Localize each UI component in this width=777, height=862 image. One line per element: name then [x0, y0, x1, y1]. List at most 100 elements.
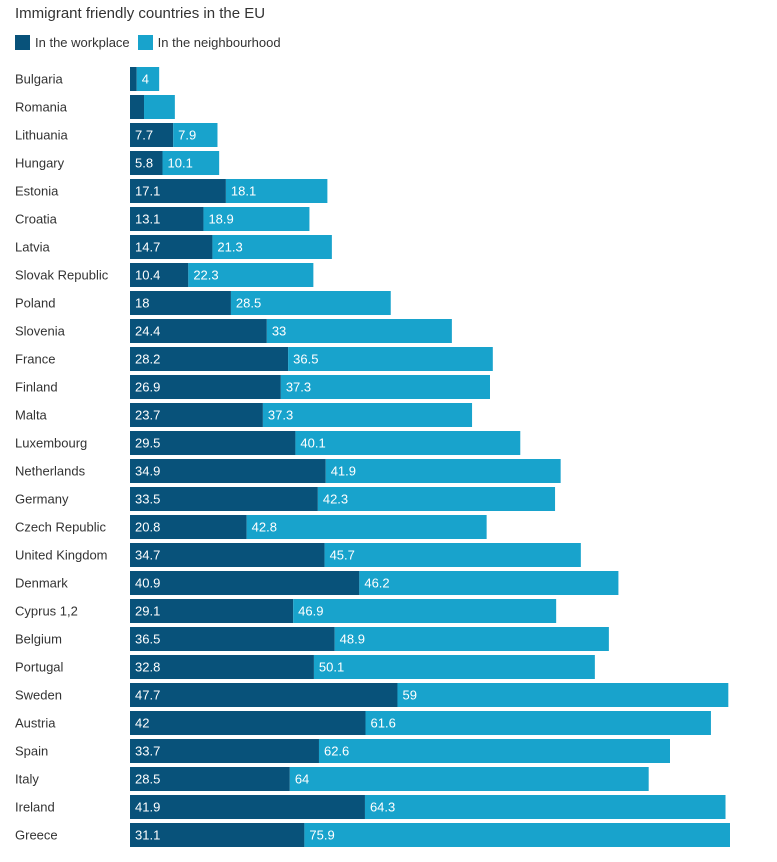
bar-neighbourhood-estonia[interactable]: [225, 179, 328, 203]
bar-neighbourhood-greece[interactable]: [304, 823, 730, 847]
legend: In the workplace In the neighbourhood: [15, 35, 289, 50]
bar-workplace-romania[interactable]: [130, 95, 145, 119]
bar-workplace-poland[interactable]: [130, 291, 231, 315]
category-label-france: France: [15, 352, 55, 367]
bar-workplace-united-kingdom[interactable]: [130, 543, 325, 567]
bar-workplace-sweden[interactable]: [130, 683, 398, 707]
bar-workplace-hungary[interactable]: [130, 151, 163, 175]
value-label-neighbourhood-lithuania: 7.9: [178, 128, 196, 143]
category-label-finland: Finland: [15, 380, 58, 395]
chart-title: Immigrant friendly countries in the EU: [15, 5, 266, 22]
bar-workplace-portugal[interactable]: [130, 655, 314, 679]
bar-neighbourhood-luxembourg[interactable]: [295, 431, 521, 455]
value-label-neighbourhood-cyprus-1-2: 46.9: [298, 604, 323, 619]
legend-item-neighbourhood[interactable]: In the neighbourhood: [137, 35, 281, 50]
legend-swatch-workplace: [15, 35, 30, 50]
value-label-workplace-poland: 18: [135, 296, 149, 311]
bar-workplace-denmark[interactable]: [130, 571, 360, 595]
bar-workplace-croatia[interactable]: [130, 207, 204, 231]
legend-item-workplace[interactable]: In the workplace: [15, 35, 130, 50]
bar-neighbourhood-denmark[interactable]: [359, 571, 619, 595]
bar-workplace-france[interactable]: [130, 347, 289, 371]
bar-neighbourhood-bulgaria[interactable]: [136, 67, 160, 91]
bar-neighbourhood-hungary[interactable]: [162, 151, 220, 175]
bar-neighbourhood-czech-republic[interactable]: [246, 515, 487, 539]
bar-workplace-bulgaria[interactable]: [130, 67, 137, 91]
value-label-neighbourhood-france: 36.5: [293, 352, 318, 367]
value-label-neighbourhood-slovak-republic: 22.3: [193, 268, 218, 283]
bar-neighbourhood-italy[interactable]: [289, 767, 649, 791]
bar-workplace-belgium[interactable]: [130, 627, 335, 651]
category-label-hungary: Hungary: [15, 156, 65, 171]
bar-neighbourhood-portugal[interactable]: [313, 655, 595, 679]
bar-neighbourhood-slovak-republic[interactable]: [188, 263, 314, 287]
value-label-neighbourhood-spain: 62.6: [324, 744, 349, 759]
value-label-neighbourhood-estonia: 18.1: [231, 184, 256, 199]
value-label-workplace-czech-republic: 20.8: [135, 520, 160, 535]
bar-neighbourhood-germany[interactable]: [317, 487, 556, 511]
bar-workplace-slovenia[interactable]: [130, 319, 267, 343]
value-label-neighbourhood-hungary: 10.1: [168, 156, 193, 171]
category-label-croatia: Croatia: [15, 212, 58, 227]
bar-neighbourhood-croatia[interactable]: [203, 207, 310, 231]
category-label-slovenia: Slovenia: [15, 324, 66, 339]
bar-neighbourhood-ireland[interactable]: [364, 795, 726, 819]
bar-workplace-netherlands[interactable]: [130, 459, 326, 483]
value-label-workplace-portugal: 32.8: [135, 660, 160, 675]
bar-workplace-luxembourg[interactable]: [130, 431, 296, 455]
bar-neighbourhood-austria[interactable]: [365, 711, 711, 735]
category-label-lithuania: Lithuania: [15, 128, 69, 143]
bar-workplace-greece[interactable]: [130, 823, 305, 847]
value-label-workplace-italy: 28.5: [135, 772, 160, 787]
bar-workplace-finland[interactable]: [130, 375, 281, 399]
category-label-bulgaria: Bulgaria: [15, 72, 63, 87]
bar-neighbourhood-poland[interactable]: [230, 291, 391, 315]
legend-label-workplace: In the workplace: [35, 35, 130, 50]
bar-neighbourhood-united-kingdom[interactable]: [324, 543, 581, 567]
value-label-neighbourhood-belgium: 48.9: [340, 632, 365, 647]
bar-neighbourhood-finland[interactable]: [280, 375, 490, 399]
bar-workplace-czech-republic[interactable]: [130, 515, 247, 539]
value-label-workplace-slovak-republic: 10.4: [135, 268, 160, 283]
bar-workplace-germany[interactable]: [130, 487, 318, 511]
bar-neighbourhood-cyprus-1-2[interactable]: [293, 599, 557, 623]
value-label-neighbourhood-netherlands: 41.9: [331, 464, 356, 479]
bar-neighbourhood-belgium[interactable]: [334, 627, 609, 651]
category-label-italy: Italy: [15, 772, 39, 787]
bar-neighbourhood-lithuania[interactable]: [173, 123, 218, 147]
bar-neighbourhood-latvia[interactable]: [212, 235, 332, 259]
value-label-neighbourhood-slovenia: 33: [272, 324, 286, 339]
bar-neighbourhood-malta[interactable]: [262, 403, 473, 427]
category-label-germany: Germany: [15, 492, 69, 507]
bar-neighbourhood-france[interactable]: [288, 347, 493, 371]
bar-neighbourhood-spain[interactable]: [318, 739, 670, 763]
value-label-workplace-belgium: 36.5: [135, 632, 160, 647]
category-label-romania: Romania: [15, 100, 68, 115]
bar-workplace-estonia[interactable]: [130, 179, 226, 203]
bar-workplace-ireland[interactable]: [130, 795, 365, 819]
value-label-neighbourhood-croatia: 18.9: [208, 212, 233, 227]
category-label-austria: Austria: [15, 716, 56, 731]
bar-workplace-latvia[interactable]: [130, 235, 213, 259]
bar-workplace-lithuania[interactable]: [130, 123, 174, 147]
value-label-workplace-ireland: 41.9: [135, 800, 160, 815]
bar-workplace-cyprus-1-2[interactable]: [130, 599, 294, 623]
bar-workplace-spain[interactable]: [130, 739, 319, 763]
value-label-neighbourhood-malta: 37.3: [268, 408, 293, 423]
value-label-neighbourhood-greece: 75.9: [309, 828, 334, 843]
bar-workplace-austria[interactable]: [130, 711, 366, 735]
value-label-neighbourhood-finland: 37.3: [286, 380, 311, 395]
bar-neighbourhood-netherlands[interactable]: [325, 459, 561, 483]
category-label-greece: Greece: [15, 828, 58, 843]
bar-workplace-malta[interactable]: [130, 403, 263, 427]
bar-neighbourhood-romania[interactable]: [144, 95, 175, 119]
bar-workplace-italy[interactable]: [130, 767, 290, 791]
value-label-workplace-slovenia: 24.4: [135, 324, 160, 339]
value-label-workplace-united-kingdom: 34.7: [135, 548, 160, 563]
value-label-workplace-croatia: 13.1: [135, 212, 160, 227]
category-label-estonia: Estonia: [15, 184, 59, 199]
legend-label-neighbourhood: In the neighbourhood: [157, 35, 281, 50]
bar-neighbourhood-sweden[interactable]: [397, 683, 729, 707]
bar-workplace-slovak-republic[interactable]: [130, 263, 189, 287]
bar-neighbourhood-slovenia[interactable]: [266, 319, 452, 343]
